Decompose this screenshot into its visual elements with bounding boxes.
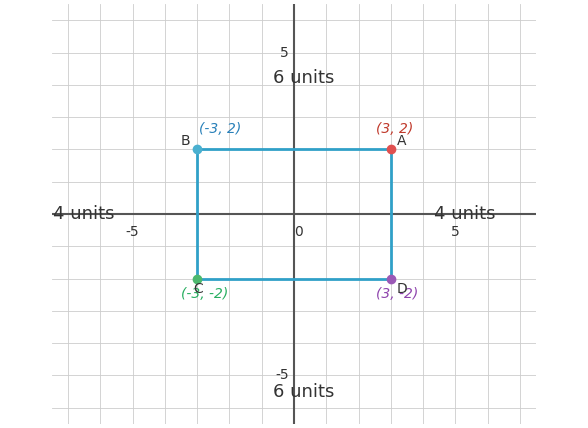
Text: (-3, 2): (-3, 2) (199, 122, 241, 136)
Text: (3, -2): (3, -2) (376, 287, 419, 301)
Text: 5: 5 (280, 46, 289, 59)
Text: C: C (193, 282, 203, 296)
Text: D: D (397, 282, 407, 296)
Text: 4 units: 4 units (54, 205, 115, 223)
Text: 4 units: 4 units (435, 205, 496, 223)
Text: (-3, -2): (-3, -2) (181, 287, 228, 301)
Text: -5: -5 (276, 369, 289, 382)
Text: (3, 2): (3, 2) (376, 122, 413, 136)
Text: -5: -5 (126, 225, 139, 239)
Text: B: B (181, 134, 191, 148)
Text: 6 units: 6 units (273, 383, 335, 401)
Text: 5: 5 (451, 225, 460, 239)
Text: 0: 0 (294, 225, 303, 239)
Text: 6 units: 6 units (273, 69, 335, 87)
Text: A: A (397, 134, 406, 148)
